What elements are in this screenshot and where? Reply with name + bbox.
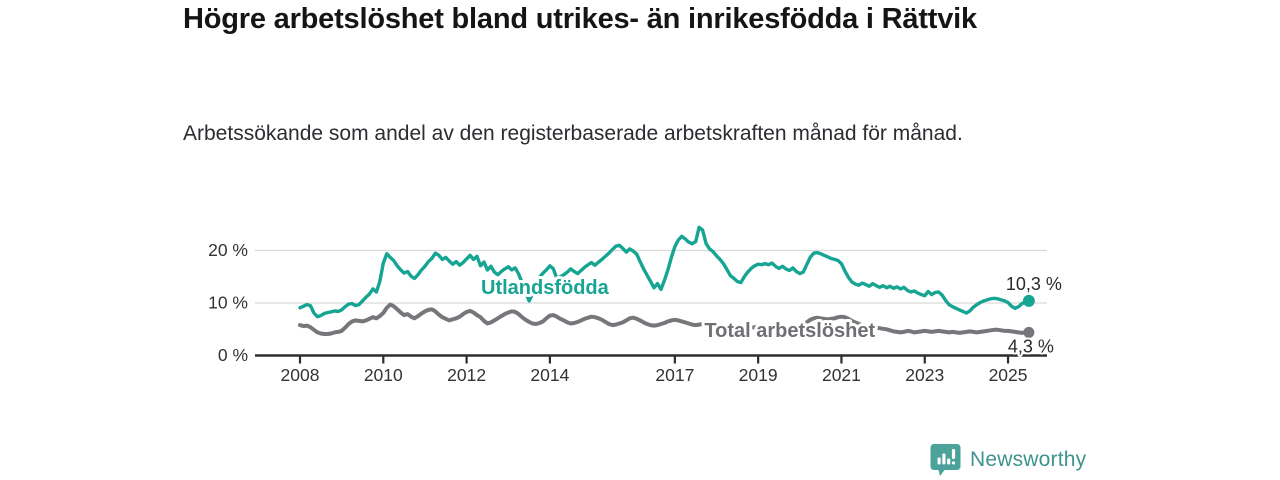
end-dot-total-arbetsloshet — [1023, 326, 1035, 338]
x-tick-label-2017: 2017 — [655, 365, 694, 385]
series-label-utlandsfodda: Utlandsfödda — [481, 277, 610, 299]
end-value-label-utlandsfodda: 10,3 % — [1006, 274, 1062, 294]
x-tick-label-2019: 2019 — [739, 365, 778, 385]
x-tick-label-2025: 2025 — [989, 365, 1028, 385]
end-value-label-total-arbetsloshet: 4,3 % — [1008, 336, 1054, 356]
end-dot-utlandsfodda — [1022, 294, 1035, 307]
x-tick-label-2014: 2014 — [530, 365, 569, 385]
newsworthy-brand-name: Newsworthy — [970, 448, 1087, 471]
chart-subtitle: Arbetssökande som andel av den registerb… — [183, 122, 963, 145]
y-tick-label-10: 10 % — [208, 293, 248, 313]
x-tick-label-2021: 2021 — [822, 365, 861, 385]
x-tick-label-2008: 2008 — [281, 365, 320, 385]
newsworthy-logo: Newsworthy — [930, 443, 1086, 477]
y-tick-label-20: 20 % — [208, 240, 248, 260]
series-label-total-arbetsloshet: Total arbetslöshet — [704, 320, 875, 342]
x-tick-label-2012: 2012 — [447, 365, 486, 385]
series-line-utlandsfodda — [298, 225, 1031, 319]
newsworthy-bar-chart-pin-icon — [930, 444, 961, 476]
y-tick-label-0: 0 % — [218, 345, 248, 365]
x-tick-label-2010: 2010 — [364, 365, 403, 385]
series-line-total-arbetsloshet — [298, 302, 1031, 336]
x-tick-label-2023: 2023 — [905, 365, 944, 385]
chart-title: Högre arbetslöshet bland utrikes- än inr… — [183, 3, 977, 35]
